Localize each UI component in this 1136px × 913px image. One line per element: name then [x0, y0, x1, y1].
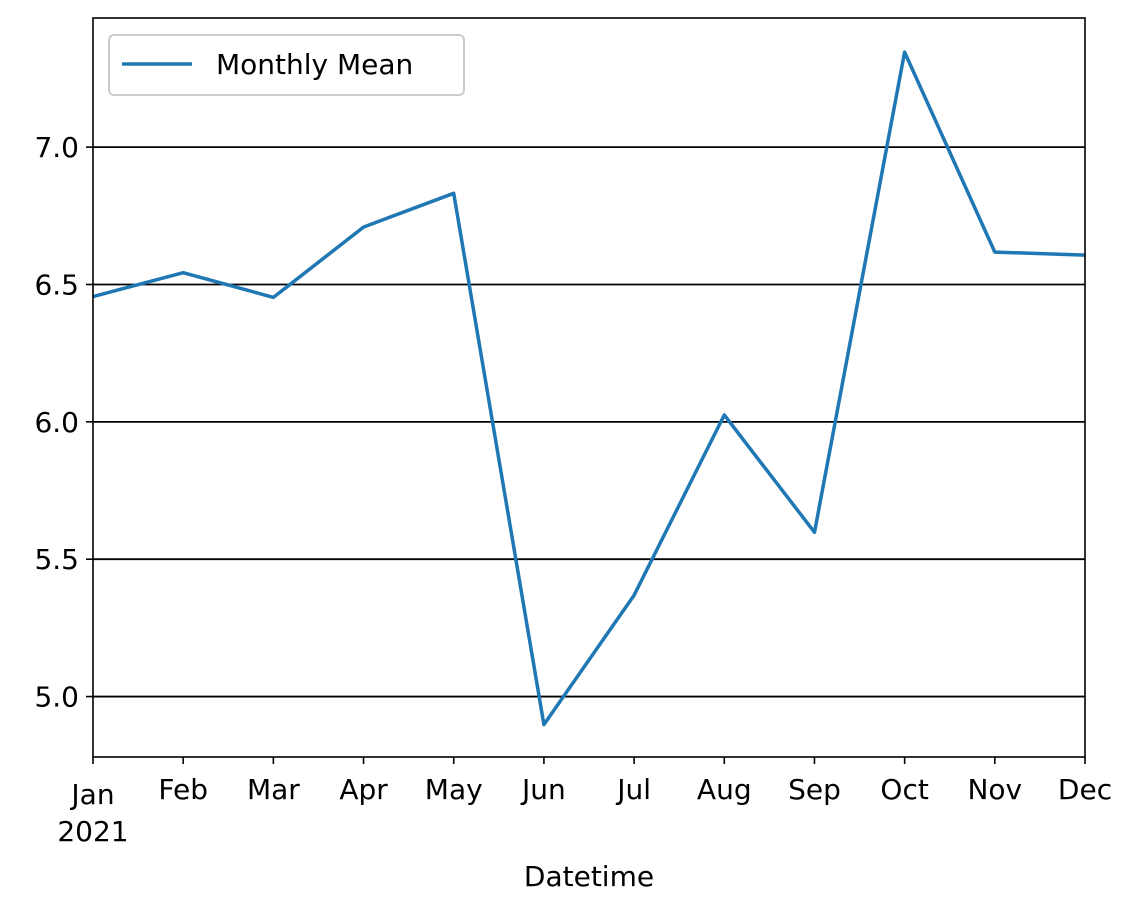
data-point [814, 532, 815, 533]
y-tick-label: 5.0 [34, 681, 79, 714]
x-tick-label: Jun [520, 773, 566, 806]
x-tick-year-label: 2021 [57, 815, 128, 848]
y-axis: 5.0 5.5 6.0 6.5 7.0 [34, 131, 93, 714]
legend: Monthly Mean [108, 34, 465, 96]
series-line-0 [92, 50, 1086, 727]
legend-box [108, 34, 465, 96]
data-point [543, 724, 544, 725]
plot-frame [92, 17, 1086, 758]
legend-entry-monthly-mean: Monthly Mean [216, 48, 413, 81]
x-tick-label: Aug [697, 773, 752, 806]
y-tick-label: 6.0 [34, 406, 79, 439]
x-tick-label: Jan [69, 778, 114, 811]
data-point [724, 414, 725, 415]
data-point [904, 52, 905, 53]
x-tick-label: Feb [158, 773, 208, 806]
x-tick-label: Mar [247, 773, 300, 806]
x-tick-label: Nov [967, 773, 1022, 806]
data-point [634, 595, 635, 596]
x-tick-label: Jul [615, 773, 651, 806]
data-point [183, 272, 184, 273]
x-tick-label: Apr [339, 773, 388, 806]
grid-lines [93, 146, 1085, 698]
data-point [453, 193, 454, 194]
x-tick-label: Oct [880, 773, 928, 806]
x-axis: Jan Feb Mar Apr May Jun Jul Aug Sep Oct Nov Dec 2021 [57, 757, 1112, 848]
series-layer [92, 50, 1086, 727]
x-axis-label: Datetime [524, 860, 654, 893]
y-tick-label: 6.5 [34, 268, 79, 301]
data-point [273, 297, 274, 298]
y-tick-label: 5.5 [34, 543, 79, 576]
x-tick-label: Sep [788, 773, 841, 806]
data-point [994, 252, 995, 253]
x-tick-label: May [425, 773, 483, 806]
data-point [363, 227, 364, 228]
y-tick-label: 7.0 [34, 131, 79, 164]
x-tick-label: Dec [1058, 773, 1112, 806]
